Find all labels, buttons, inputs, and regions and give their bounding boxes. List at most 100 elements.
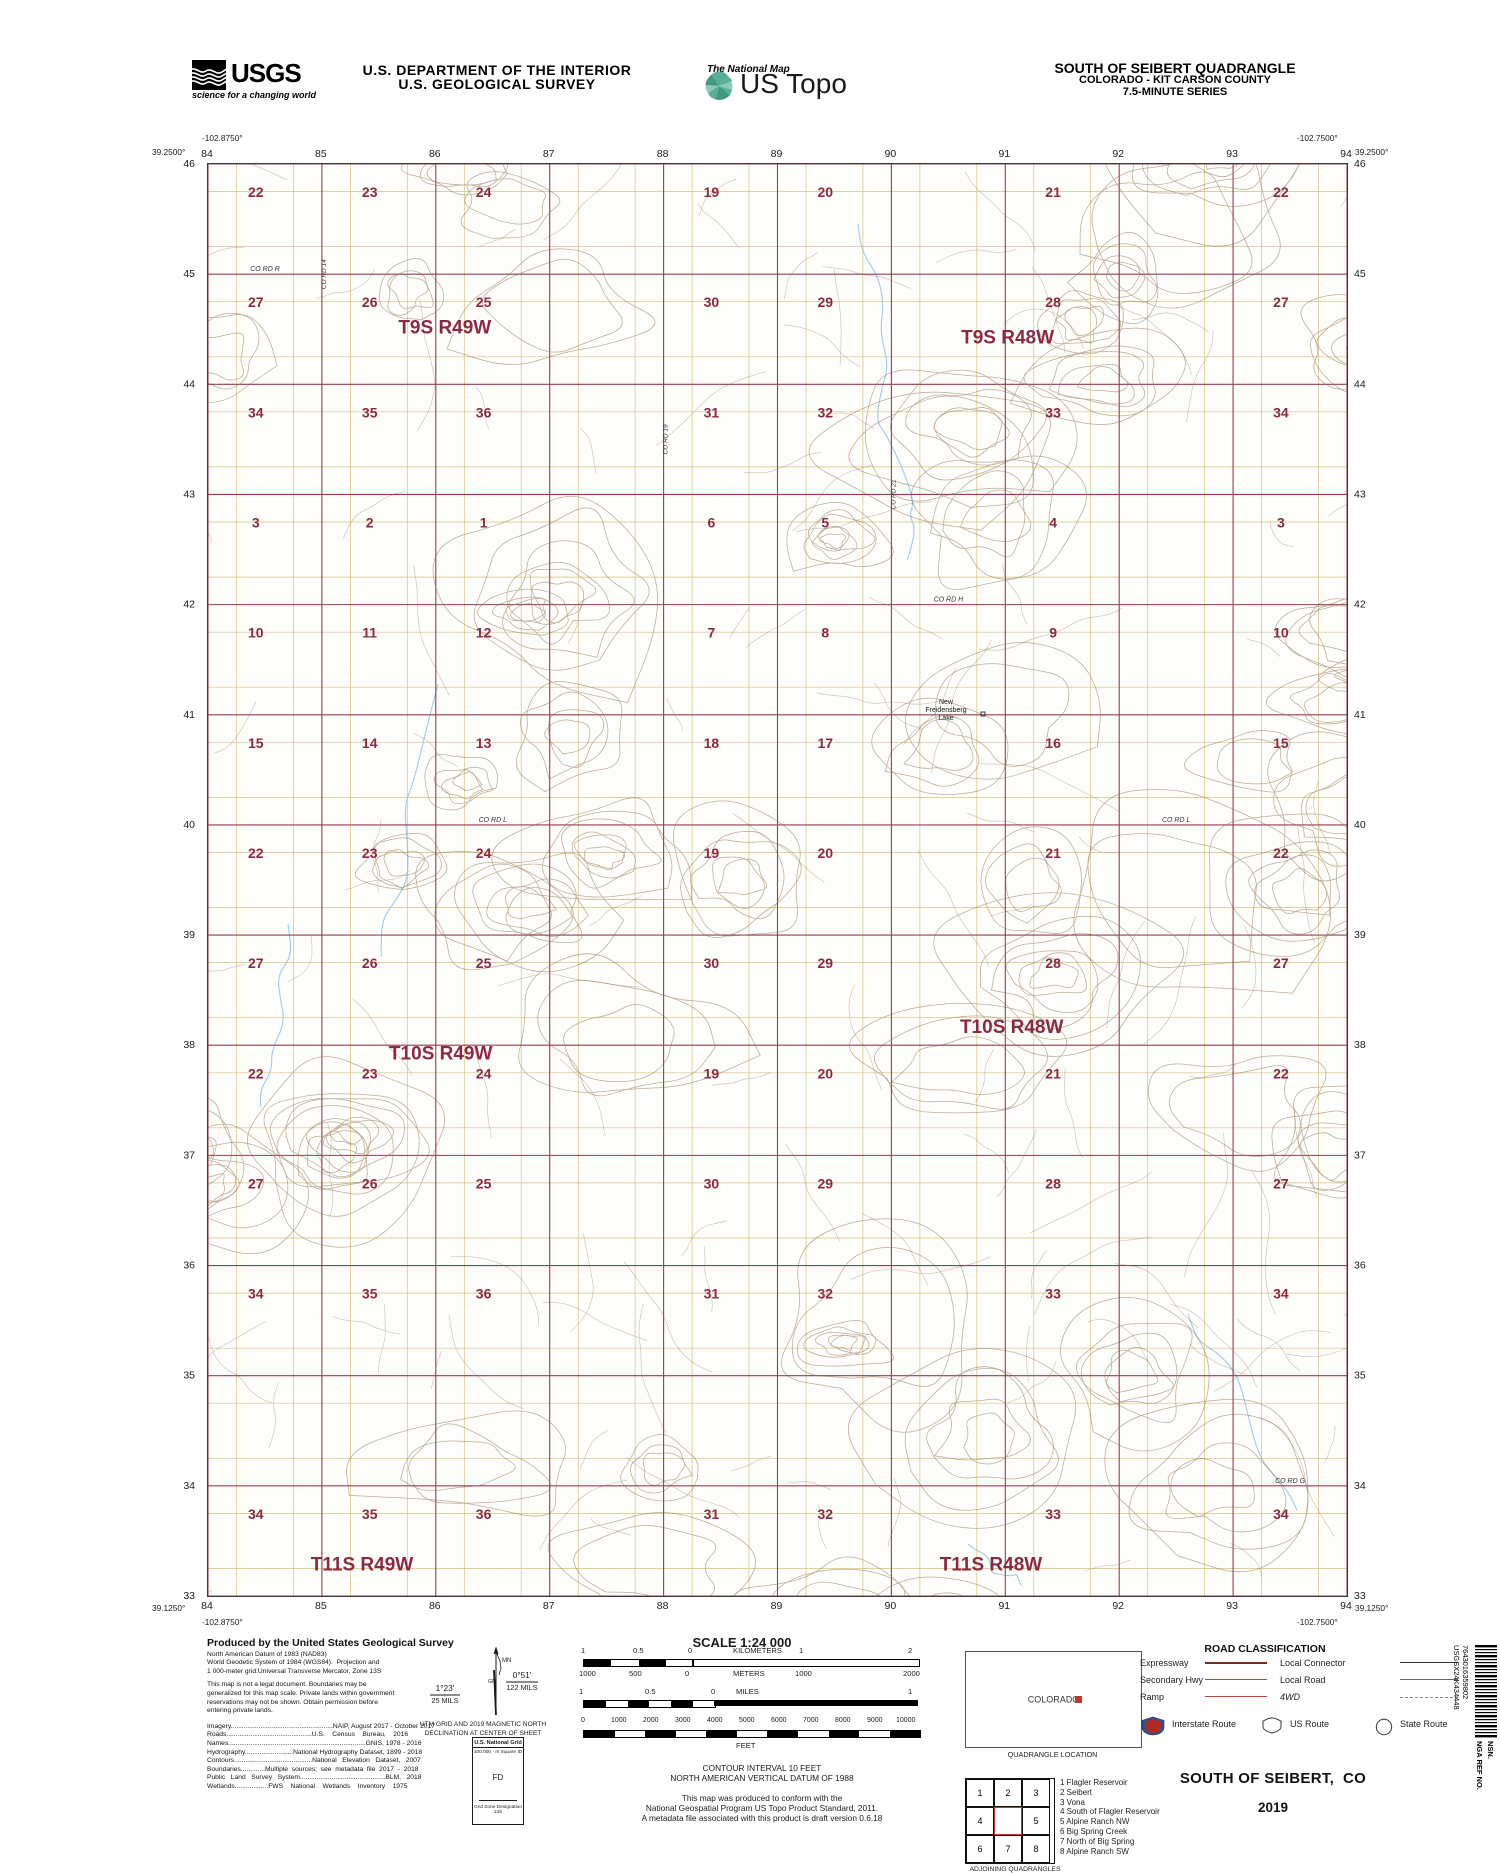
svg-text:17: 17 xyxy=(818,735,834,751)
svg-text:35: 35 xyxy=(362,1506,378,1522)
svg-text:35: 35 xyxy=(183,1370,195,1382)
svg-text:86: 86 xyxy=(429,148,441,160)
svg-text:25: 25 xyxy=(476,955,492,971)
svg-text:12: 12 xyxy=(476,625,492,641)
svg-text:39: 39 xyxy=(1354,929,1366,941)
svg-text:3: 3 xyxy=(252,515,260,531)
svg-text:36: 36 xyxy=(476,1506,492,1522)
svg-text:35: 35 xyxy=(1354,1370,1366,1382)
svg-text:13: 13 xyxy=(476,735,492,751)
svg-text:20: 20 xyxy=(818,845,834,861)
svg-text:CO RD H: CO RD H xyxy=(934,597,965,604)
svg-text:33: 33 xyxy=(1045,1506,1061,1522)
svg-text:34: 34 xyxy=(248,1506,264,1522)
svg-text:93: 93 xyxy=(1226,148,1238,160)
svg-text:87: 87 xyxy=(543,1600,555,1612)
svg-text:42: 42 xyxy=(1354,599,1366,611)
svg-text:22: 22 xyxy=(1273,1065,1289,1081)
svg-text:45: 45 xyxy=(183,268,195,280)
svg-text:35: 35 xyxy=(362,404,378,420)
svg-text:36: 36 xyxy=(183,1260,195,1272)
svg-text:10: 10 xyxy=(248,625,264,641)
svg-text:94: 94 xyxy=(1340,148,1352,160)
svg-text:22: 22 xyxy=(1273,184,1289,200)
svg-text:25: 25 xyxy=(476,1175,492,1191)
svg-text:-102.8750°: -102.8750° xyxy=(202,133,243,143)
svg-text:9: 9 xyxy=(1049,625,1057,641)
svg-text:88: 88 xyxy=(657,1600,669,1612)
svg-text:34: 34 xyxy=(183,1480,195,1492)
svg-text:8: 8 xyxy=(821,625,829,641)
svg-text:CO RD R: CO RD R xyxy=(250,266,280,273)
svg-text:33: 33 xyxy=(183,1590,195,1602)
svg-text:26: 26 xyxy=(362,294,378,310)
svg-text:92: 92 xyxy=(1112,148,1124,160)
svg-text:35: 35 xyxy=(362,1286,378,1302)
svg-text:21: 21 xyxy=(1045,1065,1061,1081)
svg-text:27: 27 xyxy=(248,1175,264,1191)
svg-text:UTM GRID AND 2019 MAGNETIC NOR: UTM GRID AND 2019 MAGNETIC NORTH xyxy=(420,1721,546,1728)
svg-text:T10S R48W: T10S R48W xyxy=(960,1017,1064,1038)
svg-text:T9S R48W: T9S R48W xyxy=(961,328,1054,349)
svg-text:3: 3 xyxy=(1277,515,1285,531)
svg-text:NGA REF NO.: NGA REF NO. xyxy=(1475,1741,1484,1790)
svg-text:28: 28 xyxy=(1045,294,1061,310)
svg-text:28: 28 xyxy=(1045,955,1061,971)
svg-text:27: 27 xyxy=(248,955,264,971)
svg-text:27: 27 xyxy=(1273,294,1289,310)
svg-text:43: 43 xyxy=(183,489,195,501)
svg-text:23: 23 xyxy=(362,1065,378,1081)
svg-text:122 MILS: 122 MILS xyxy=(506,1683,537,1692)
svg-text:4: 4 xyxy=(1049,515,1057,531)
svg-text:14: 14 xyxy=(362,735,378,751)
svg-text:38: 38 xyxy=(183,1039,195,1051)
svg-text:20: 20 xyxy=(818,184,834,200)
svg-text:23: 23 xyxy=(362,184,378,200)
svg-text:39.2500°: 39.2500° xyxy=(1355,147,1388,157)
svg-text:24: 24 xyxy=(476,845,492,861)
svg-text:30: 30 xyxy=(704,955,720,971)
svg-text:CO RD 14: CO RD 14 xyxy=(321,259,328,289)
svg-text:28: 28 xyxy=(1045,1175,1061,1191)
svg-text:25 MILS: 25 MILS xyxy=(431,1696,458,1705)
svg-text:84: 84 xyxy=(201,148,213,160)
svg-text:36: 36 xyxy=(476,404,492,420)
svg-text:87: 87 xyxy=(543,148,555,160)
svg-text:34: 34 xyxy=(248,1286,264,1302)
svg-text:31: 31 xyxy=(704,1506,720,1522)
svg-text:22: 22 xyxy=(248,845,264,861)
svg-text:33: 33 xyxy=(1354,1590,1366,1602)
svg-text:90: 90 xyxy=(885,148,897,160)
svg-text:33: 33 xyxy=(1045,1286,1061,1302)
svg-text:CO RD L: CO RD L xyxy=(1162,817,1191,824)
svg-text:MN: MN xyxy=(502,1658,511,1664)
svg-text:91: 91 xyxy=(998,1600,1010,1612)
svg-text:40: 40 xyxy=(1354,819,1366,831)
svg-text:37: 37 xyxy=(183,1149,195,1161)
svg-text:CO RD L: CO RD L xyxy=(479,817,508,824)
svg-text:11: 11 xyxy=(362,625,377,641)
svg-text:21: 21 xyxy=(1045,845,1061,861)
svg-text:85: 85 xyxy=(315,1600,327,1612)
svg-text:15: 15 xyxy=(1273,735,1289,751)
svg-text:39.1250°: 39.1250° xyxy=(1355,1603,1388,1613)
svg-text:26: 26 xyxy=(362,955,378,971)
svg-text:Freidensberg: Freidensberg xyxy=(925,707,966,714)
svg-text:39: 39 xyxy=(183,929,195,941)
svg-text:38: 38 xyxy=(1354,1039,1366,1051)
svg-text:24: 24 xyxy=(476,1065,492,1081)
svg-text:22: 22 xyxy=(1273,845,1289,861)
svg-text:44: 44 xyxy=(183,378,195,390)
svg-text:39.2500°: 39.2500° xyxy=(152,147,185,157)
svg-text:39.1250°: 39.1250° xyxy=(152,1603,185,1613)
svg-text:19: 19 xyxy=(704,845,720,861)
svg-text:91: 91 xyxy=(998,148,1010,160)
svg-text:85: 85 xyxy=(315,148,327,160)
svg-text:0°51': 0°51' xyxy=(513,1670,532,1680)
svg-text:-102.7500°: -102.7500° xyxy=(1297,1617,1338,1627)
svg-text:21: 21 xyxy=(1045,184,1061,200)
svg-text:37: 37 xyxy=(1354,1149,1366,1161)
svg-text:27: 27 xyxy=(1273,1175,1289,1191)
svg-text:5: 5 xyxy=(821,515,829,531)
svg-text:88: 88 xyxy=(657,148,669,160)
